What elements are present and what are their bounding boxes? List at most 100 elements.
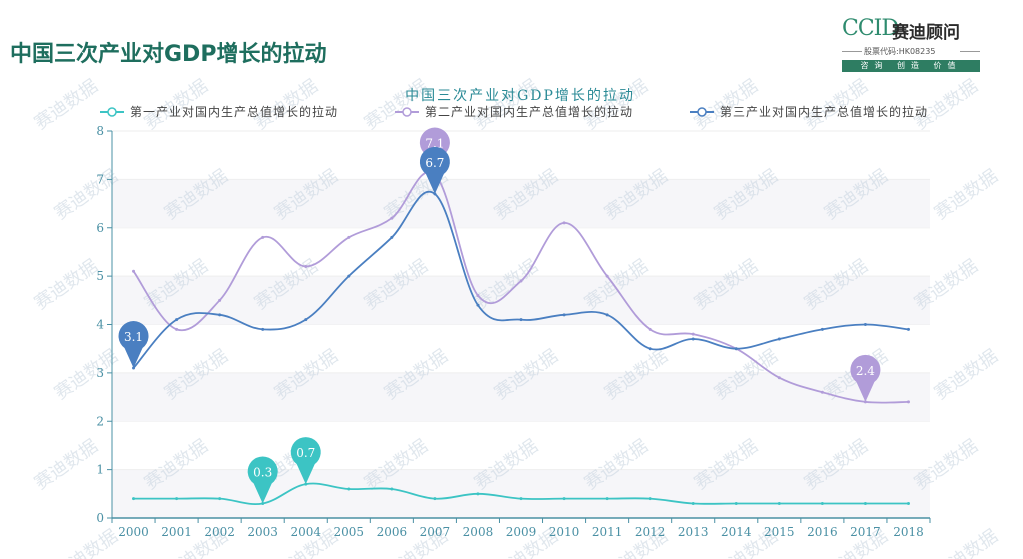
x-tick-label: 2012 [635,525,666,539]
data-point [218,298,222,302]
data-point [648,347,652,351]
data-point [390,487,394,491]
data-point [906,327,910,331]
data-label: 3.1 [124,330,143,344]
legend-label: 第一产业对国内生产总值增长的拉动 [130,104,338,119]
logo-brand: CCID [842,16,899,41]
legend-marker [697,107,707,117]
data-point [175,497,179,501]
data-pin [118,321,149,369]
data-point [863,501,867,505]
data-label: 0.3 [253,465,272,479]
watermark-text: 赛迪数据 [361,76,432,134]
x-tick-label: 2017 [850,525,881,539]
x-tick-label: 2006 [377,525,408,539]
legend-label: 第三产业对国内生产总值增长的拉动 [720,104,928,119]
watermark-text: 赛迪数据 [931,526,1002,559]
logo-name: 赛迪顾问 [892,23,960,43]
x-tick-label: 2009 [506,525,537,539]
data-pin [247,456,278,504]
x-tick-label: 2011 [592,525,623,539]
watermark-text: 赛迪数据 [31,256,102,314]
data-point [562,313,566,317]
data-point [304,318,308,322]
data-pin [419,146,450,194]
legend-marker [107,107,117,117]
watermark-text: 赛迪数据 [51,346,122,404]
x-tick-label: 2002 [204,525,235,539]
data-point [605,313,609,317]
chart-title: 中国三次产业对GDP增长的拉动 [405,88,635,104]
data-point [906,400,910,404]
data-point [261,327,265,331]
data-point [132,269,136,273]
data-point [347,487,351,491]
watermark-text: 赛迪数据 [51,526,122,559]
data-point [304,264,308,268]
data-point [132,497,136,501]
x-tick-label: 2010 [549,525,580,539]
data-point [777,376,781,380]
watermark-text: 赛迪数据 [931,166,1002,224]
data-point [519,279,523,283]
data-point [519,497,523,501]
data-point [562,221,566,225]
y-tick-label: 7 [96,172,104,186]
x-tick-label: 2015 [764,525,795,539]
logo-slogan: 咨询 创造 价值 [842,60,980,72]
data-label: 6.7 [425,156,444,170]
page-title: 中国三次产业对GDP增长的拉动 [10,42,327,67]
data-point [691,337,695,341]
data-point [820,501,824,505]
data-label: 0.7 [296,446,315,460]
data-point [820,390,824,394]
watermark-text: 赛迪数据 [911,436,982,494]
data-point [433,497,437,501]
data-point [562,497,566,501]
logo-divider-left [842,51,862,52]
data-point [605,497,609,501]
data-point [863,323,867,326]
data-point [476,303,480,307]
data-point [261,235,265,239]
x-tick-label: 2007 [420,525,451,539]
logo-divider-right [960,51,980,52]
data-point [820,327,824,331]
data-point [476,492,480,496]
x-tick-label: 2013 [678,525,709,539]
data-pin [290,437,321,485]
data-point [648,327,652,331]
x-tick-label: 2005 [334,525,365,539]
data-point [390,235,394,239]
data-point [476,293,480,297]
y-tick-label: 1 [96,463,104,477]
x-tick-label: 2001 [161,525,192,539]
data-point [648,497,652,501]
watermark-text: 赛迪数据 [51,166,122,224]
y-tick-label: 4 [96,318,104,332]
grid-band [112,276,930,325]
y-tick-label: 3 [96,366,104,380]
data-point [906,501,910,505]
data-point [691,501,695,505]
data-point [777,501,781,505]
grid-band [112,372,930,422]
y-tick-label: 0 [96,511,104,525]
grid-band [112,179,930,228]
data-point [734,501,738,505]
legend-marker [402,107,412,117]
data-point [734,347,738,351]
x-tick-label: 2003 [247,525,278,539]
data-label: 7.1 [425,137,444,151]
data-point [218,497,222,501]
data-point [347,274,351,278]
data-pin [850,354,881,402]
data-point [175,327,179,331]
data-point [605,274,609,278]
watermark-text: 赛迪数据 [31,76,102,134]
watermark-text: 赛迪数据 [31,436,102,494]
x-tick-label: 2008 [463,525,494,539]
logo-stock-code: 股票代码:HK08235 [864,47,936,56]
ccid-logo: CCID 赛迪顾问 股票代码:HK08235 咨询 创造 价值 [842,16,982,74]
